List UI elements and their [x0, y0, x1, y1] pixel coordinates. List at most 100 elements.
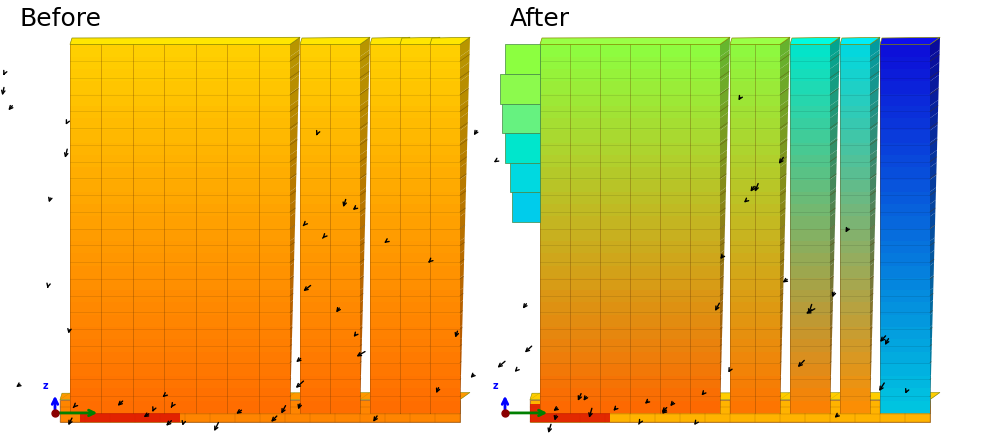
Polygon shape	[370, 143, 400, 155]
Polygon shape	[840, 118, 870, 131]
Polygon shape	[400, 363, 401, 376]
Polygon shape	[430, 125, 438, 143]
Polygon shape	[880, 400, 930, 413]
Polygon shape	[430, 187, 436, 204]
Polygon shape	[430, 57, 460, 69]
Polygon shape	[830, 313, 833, 327]
Polygon shape	[880, 241, 930, 253]
Polygon shape	[720, 163, 727, 179]
Polygon shape	[430, 339, 460, 352]
Polygon shape	[870, 363, 871, 376]
Polygon shape	[880, 37, 940, 44]
Polygon shape	[730, 302, 780, 315]
Polygon shape	[840, 37, 880, 44]
Polygon shape	[290, 50, 300, 69]
Polygon shape	[430, 143, 460, 155]
Polygon shape	[300, 204, 360, 216]
Polygon shape	[430, 155, 460, 167]
Polygon shape	[840, 241, 870, 253]
Polygon shape	[540, 388, 720, 400]
Polygon shape	[730, 352, 780, 364]
Polygon shape	[430, 87, 439, 106]
Polygon shape	[430, 327, 460, 339]
Polygon shape	[830, 100, 838, 118]
Polygon shape	[720, 175, 726, 192]
Polygon shape	[730, 241, 780, 253]
Polygon shape	[780, 150, 787, 167]
Polygon shape	[780, 363, 781, 376]
Polygon shape	[880, 81, 930, 94]
Polygon shape	[360, 300, 363, 315]
Polygon shape	[540, 315, 720, 327]
Polygon shape	[840, 106, 870, 118]
Polygon shape	[730, 339, 780, 352]
Polygon shape	[400, 179, 430, 192]
Polygon shape	[360, 263, 364, 278]
Polygon shape	[830, 138, 837, 155]
Polygon shape	[290, 112, 298, 131]
Polygon shape	[430, 338, 432, 352]
Polygon shape	[430, 213, 435, 229]
Polygon shape	[505, 44, 540, 74]
Polygon shape	[730, 327, 780, 339]
Polygon shape	[870, 250, 874, 266]
Polygon shape	[840, 94, 870, 106]
Polygon shape	[290, 250, 294, 266]
Polygon shape	[370, 44, 400, 57]
Polygon shape	[460, 37, 470, 57]
Polygon shape	[730, 216, 780, 229]
Polygon shape	[360, 187, 366, 204]
Polygon shape	[70, 266, 290, 278]
Polygon shape	[370, 388, 400, 400]
Polygon shape	[430, 37, 470, 44]
Polygon shape	[430, 163, 437, 179]
Polygon shape	[870, 112, 878, 131]
Polygon shape	[830, 375, 831, 388]
Polygon shape	[370, 241, 400, 253]
Polygon shape	[400, 290, 430, 302]
Polygon shape	[840, 327, 870, 339]
Polygon shape	[720, 363, 721, 376]
Polygon shape	[790, 253, 830, 266]
Polygon shape	[460, 250, 464, 266]
Polygon shape	[870, 263, 874, 278]
Polygon shape	[880, 179, 930, 192]
Polygon shape	[790, 37, 840, 44]
Polygon shape	[300, 155, 360, 167]
Polygon shape	[780, 175, 786, 192]
Polygon shape	[930, 300, 933, 315]
Polygon shape	[930, 313, 933, 327]
Polygon shape	[70, 290, 290, 302]
Polygon shape	[930, 213, 935, 229]
Polygon shape	[540, 179, 720, 192]
Polygon shape	[790, 290, 830, 302]
Polygon shape	[720, 50, 730, 69]
Polygon shape	[400, 187, 406, 204]
Polygon shape	[880, 143, 930, 155]
Polygon shape	[80, 404, 180, 422]
Polygon shape	[880, 327, 930, 339]
Polygon shape	[790, 94, 830, 106]
Polygon shape	[730, 315, 780, 327]
Polygon shape	[790, 327, 830, 339]
Polygon shape	[840, 253, 870, 266]
Polygon shape	[460, 62, 469, 81]
Polygon shape	[300, 278, 360, 290]
Polygon shape	[430, 400, 460, 413]
Polygon shape	[430, 325, 432, 339]
Polygon shape	[930, 338, 932, 352]
Polygon shape	[730, 229, 780, 241]
Polygon shape	[840, 216, 870, 229]
Polygon shape	[830, 363, 831, 376]
Polygon shape	[400, 278, 430, 290]
Polygon shape	[370, 290, 400, 302]
Polygon shape	[360, 350, 362, 364]
Polygon shape	[300, 131, 360, 143]
Polygon shape	[790, 376, 830, 388]
Polygon shape	[780, 325, 782, 339]
Polygon shape	[780, 50, 790, 69]
Polygon shape	[870, 138, 877, 155]
Polygon shape	[540, 57, 720, 69]
Polygon shape	[370, 118, 400, 131]
Polygon shape	[880, 278, 930, 290]
